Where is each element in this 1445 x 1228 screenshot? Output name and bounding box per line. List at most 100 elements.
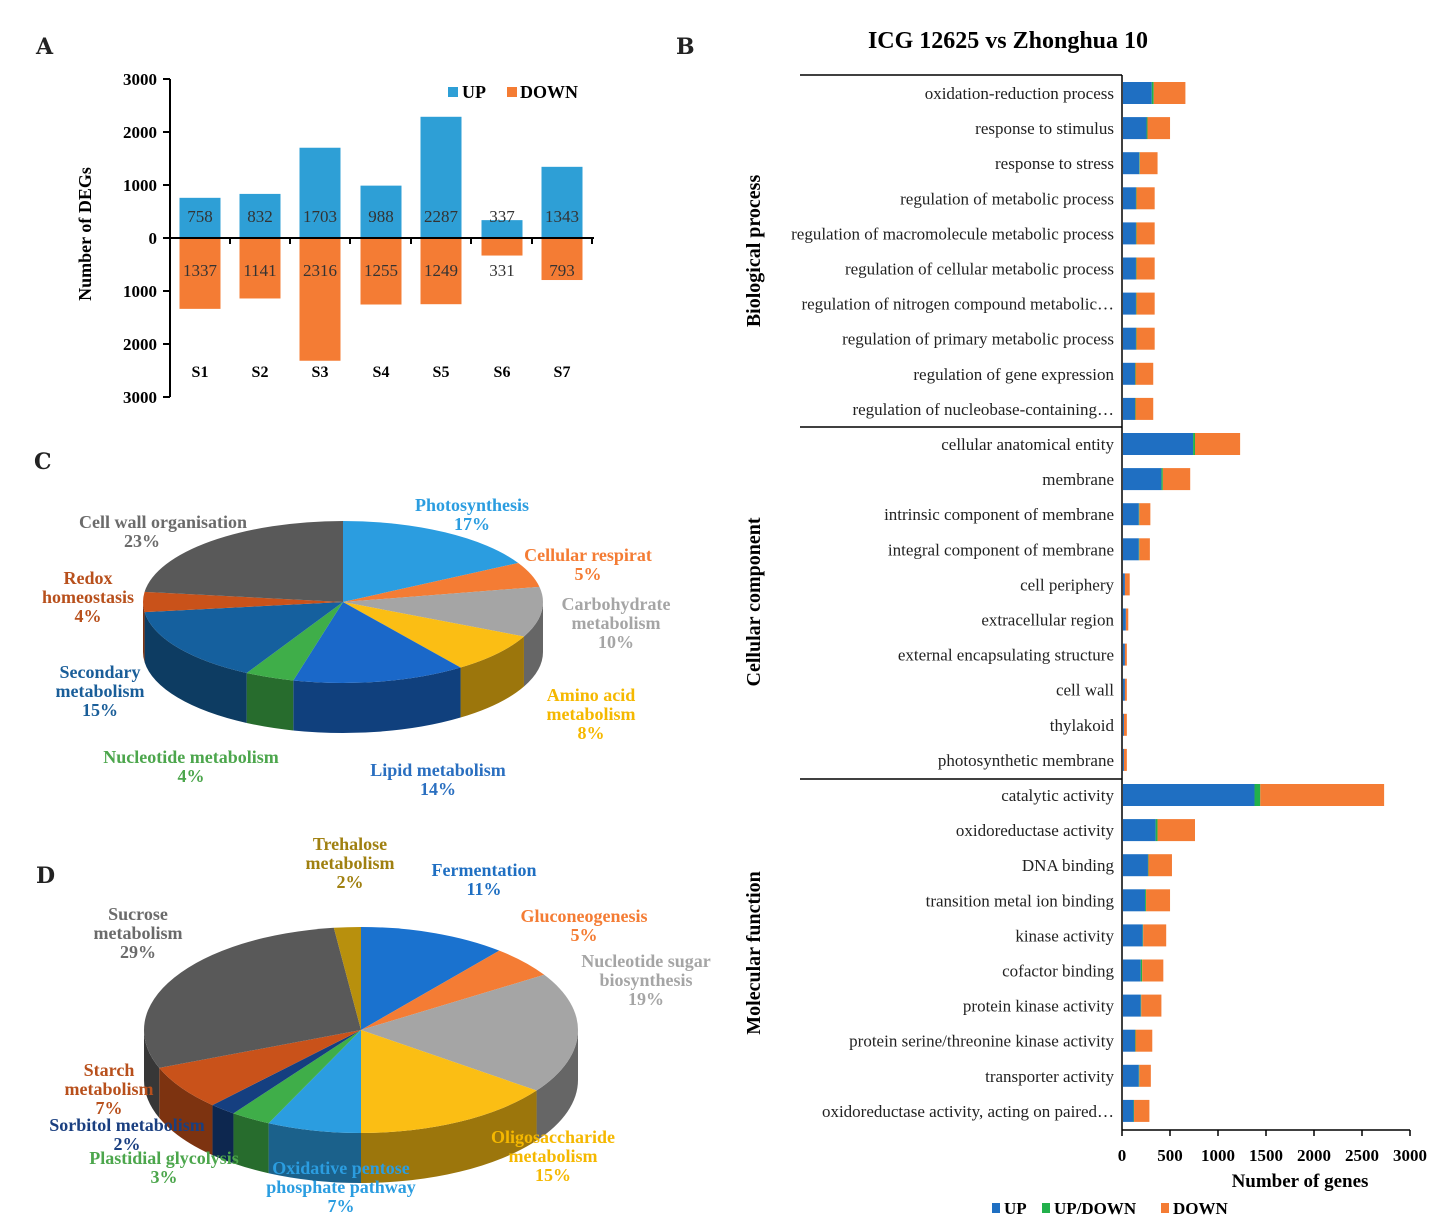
y-tick-label: 2000 — [123, 123, 157, 142]
bar-up-s6 — [481, 220, 523, 238]
slice-percent: 4% — [178, 766, 205, 786]
data-label-up: 1703 — [303, 207, 337, 226]
slice-percent: 4% — [75, 606, 102, 626]
bar-segment-down — [1146, 889, 1171, 912]
pie-side-oxidative-pentose-phosphate-pathway — [268, 1123, 361, 1183]
category-label: oxidoreductase activity, acting on paire… — [822, 1102, 1114, 1121]
slice-label: Carbohydrate — [562, 594, 671, 614]
data-label-down: 1255 — [364, 261, 398, 280]
category-label: cell periphery — [1020, 575, 1114, 594]
slice-percent: 29% — [120, 942, 156, 962]
bar-segment-up — [1123, 82, 1152, 104]
pie-slice-gluconeogenesis — [361, 950, 545, 1030]
pie-side-carbohydrate-metabolism — [523, 602, 543, 687]
pie-slice-nucleotide-metabolism — [246, 602, 343, 681]
x-tick-label: 1500 — [1249, 1146, 1283, 1165]
panel-d-letter: D — [36, 863, 56, 889]
slice-percent: 7% — [328, 1196, 355, 1216]
pie-side-nucleotide-sugar-biosynthesis — [536, 1030, 578, 1141]
legend-label: DOWN — [1173, 1199, 1229, 1218]
slice-label: Cellular respirat — [524, 545, 652, 565]
bar-down-s1 — [179, 238, 221, 309]
slice-percent: 11% — [466, 879, 501, 899]
data-label-down: 1249 — [424, 261, 458, 280]
bar-segment-up — [1123, 503, 1139, 526]
data-label-up: 337 — [489, 207, 515, 226]
bar-segment-up — [1123, 994, 1141, 1017]
slice-label: metabolism — [509, 1146, 598, 1166]
data-label-down: 331 — [489, 261, 515, 280]
bar-segment-up — [1123, 538, 1139, 561]
bar-segment-up — [1123, 292, 1136, 315]
slice-label: Photosynthesis — [415, 495, 529, 515]
bar-segment-up — [1123, 1099, 1134, 1122]
bar-segment-up — [1123, 152, 1140, 175]
slice-label: phosphate pathway — [266, 1177, 416, 1197]
x-tick-label: 3000 — [1393, 1146, 1427, 1165]
x-tick-label: S1 — [192, 364, 209, 381]
bar-down-s7 — [541, 238, 583, 281]
bar-segment-up — [1123, 573, 1125, 596]
data-label-up: 832 — [247, 207, 273, 226]
slice-label: metabolism — [94, 923, 183, 943]
bar-segment-down — [1136, 257, 1155, 280]
data-label-up: 1343 — [545, 207, 579, 226]
panel-b-go-bar-chart: ICG 12625 vs Zhonghua 10 0 500 1000 1500 2000… — [743, 28, 1427, 1218]
slice-percent: 15% — [82, 700, 118, 720]
legend-swatch-up — [448, 87, 458, 97]
bar-up-s7 — [541, 166, 583, 238]
bar-segment-up — [1123, 117, 1147, 140]
bar-segment-up — [1123, 397, 1135, 420]
bar-segment-down — [1142, 959, 1164, 982]
bar-segment-down — [1135, 397, 1154, 420]
slice-percent: 19% — [628, 989, 664, 1009]
bar-segment-up — [1123, 468, 1162, 491]
y-tick-label: 3000 — [123, 388, 157, 407]
slice-label: Plastidial glycolysis — [89, 1148, 239, 1168]
y-tick-label: 0 — [149, 229, 158, 248]
pie-side-sorbitol-metabolism — [212, 1105, 234, 1164]
category-label: transition metal ion binding — [926, 891, 1115, 910]
slice-label: metabolism — [65, 1079, 154, 1099]
pie-side-oligosaccharide-metabolism — [361, 1090, 537, 1183]
slice-percent: 5% — [571, 925, 598, 945]
bar-up-s4 — [360, 185, 402, 238]
bar-segment-updown — [1140, 959, 1143, 982]
category-label: extracellular region — [981, 611, 1114, 630]
slice-percent: 10% — [598, 632, 634, 652]
slice-label: biosynthesis — [599, 970, 692, 990]
data-label-down: 2316 — [303, 261, 337, 280]
bar-segment-up — [1123, 924, 1143, 947]
slice-percent: 2% — [337, 872, 364, 892]
category-label: membrane — [1042, 470, 1114, 489]
pie-slice-oxidative-pentose-phosphate-pathway — [268, 1030, 361, 1133]
data-label-up: 758 — [187, 207, 213, 226]
slice-label: Sucrose — [108, 904, 168, 924]
x-tick-label: 0 — [1118, 1146, 1127, 1165]
pie-slice-redox-homeostasis — [142, 591, 343, 613]
category-label: intrinsic component of membrane — [884, 505, 1114, 524]
slice-label: Oligosaccharide — [491, 1127, 615, 1147]
slice-label: metabolism — [547, 704, 636, 724]
bar-segment-updown — [1145, 889, 1147, 912]
y-tick-label: 1000 — [123, 282, 157, 301]
pie-slice-fermentation — [361, 927, 500, 1030]
bar-segment-updown — [1193, 433, 1195, 455]
legend-label-up: UP — [462, 82, 486, 102]
bar-segment-up — [1123, 854, 1148, 877]
bar-segment-up — [1123, 959, 1141, 982]
category-label: regulation of metabolic process — [900, 189, 1114, 208]
bar-segment-up — [1123, 257, 1136, 280]
pie-side-starch-metabolism — [159, 1067, 213, 1156]
x-tick-label: S2 — [252, 364, 269, 381]
bar-segment-down — [1134, 1099, 1150, 1122]
bar-segment-up — [1123, 784, 1255, 806]
pie-slice-cell-wall-organisation — [144, 521, 343, 602]
category-label: protein kinase activity — [963, 997, 1115, 1016]
legend-swatch — [992, 1203, 1000, 1213]
category-label: photosynthetic membrane — [938, 751, 1114, 770]
slice-percent: 7% — [96, 1098, 123, 1118]
x-tick-label: 2500 — [1345, 1146, 1379, 1165]
bar-segment-up — [1123, 608, 1126, 631]
